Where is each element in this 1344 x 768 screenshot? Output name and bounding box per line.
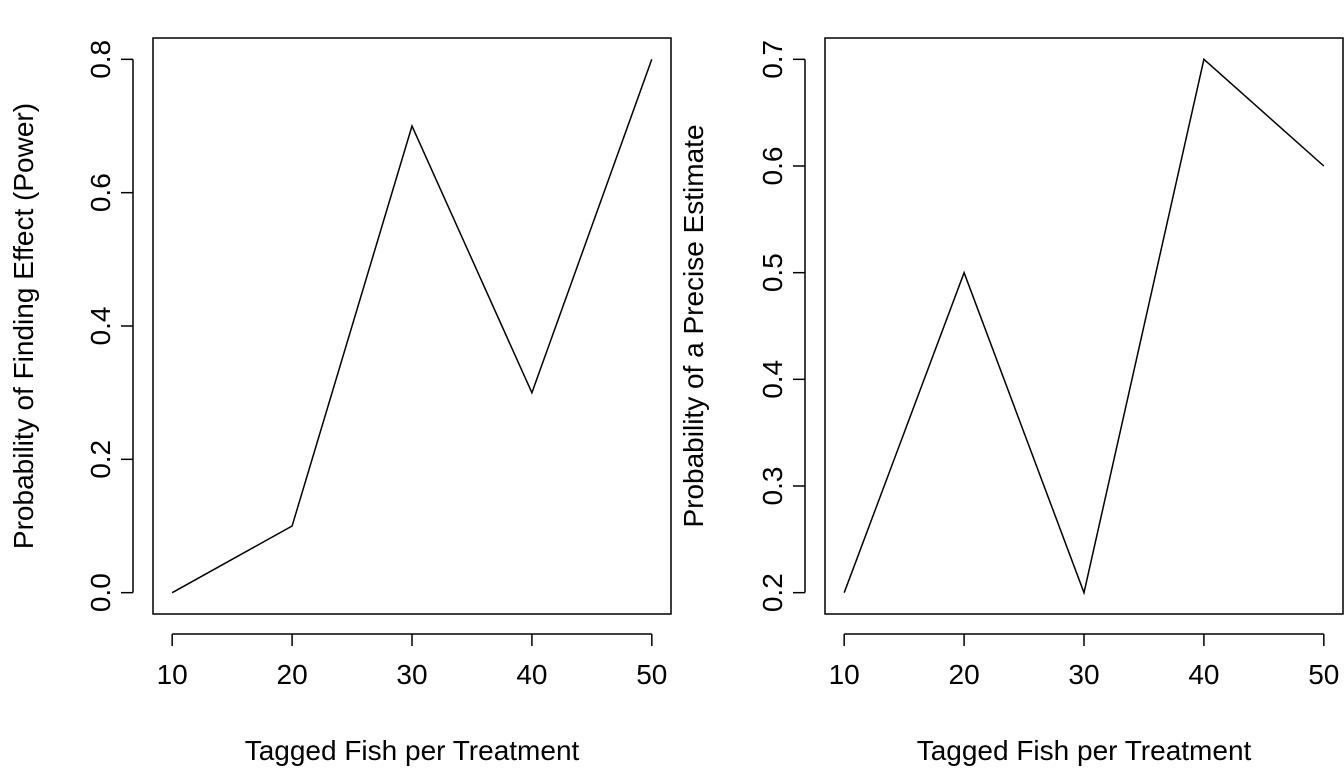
power-chart-panel: 10 20 30 40 50 0.0 0.2 0.4 0.6 0.8 Tagged Fish per…: [8, 37, 672, 766]
y-tick-label: 0.4: [757, 360, 788, 399]
y-tick-label: 0.3: [757, 467, 788, 506]
y-tick-label: 0.6: [757, 147, 788, 186]
plot-frame: [152, 37, 672, 615]
y-tick-label: 0.0: [85, 573, 116, 612]
y-tick-label: 0.5: [757, 253, 788, 292]
y-tick-label: 0.2: [757, 573, 788, 612]
precision-chart-panel: 10 20 30 40 50 0.2 0.3 0.4 0.5 0.6 0.7 Tagged Fish …: [678, 37, 1344, 766]
x-tick-label: 20: [277, 659, 308, 690]
x-tick-label: 50: [636, 659, 667, 690]
x-axis-title: Tagged Fish per Treatment: [245, 735, 580, 766]
series-line: [843, 57, 1325, 596]
y-tick-label: 0.8: [85, 40, 116, 79]
y-tick-label: 0.2: [85, 440, 116, 479]
x-tick-label: 10: [829, 659, 860, 690]
y-tick-label: 0.4: [85, 307, 116, 346]
y-tick-label: 0.7: [757, 40, 788, 79]
y-axis-title: Probability of Finding Effect (Power): [8, 103, 39, 549]
x-tick-label: 20: [949, 659, 980, 690]
x-tick-label: 10: [157, 659, 188, 690]
plot-frame: [824, 37, 1344, 615]
y-axis-title: Probability of a Precise Estimate: [678, 124, 709, 527]
x-tick-label: 40: [516, 659, 547, 690]
x-axis-title: Tagged Fish per Treatment: [917, 735, 1252, 766]
series-line: [171, 59, 653, 594]
x-tick-label: 40: [1188, 659, 1219, 690]
x-tick-label: 50: [1308, 659, 1339, 690]
y-tick-label: 0.6: [85, 173, 116, 212]
x-tick-label: 30: [396, 659, 427, 690]
x-tick-label: 30: [1068, 659, 1099, 690]
